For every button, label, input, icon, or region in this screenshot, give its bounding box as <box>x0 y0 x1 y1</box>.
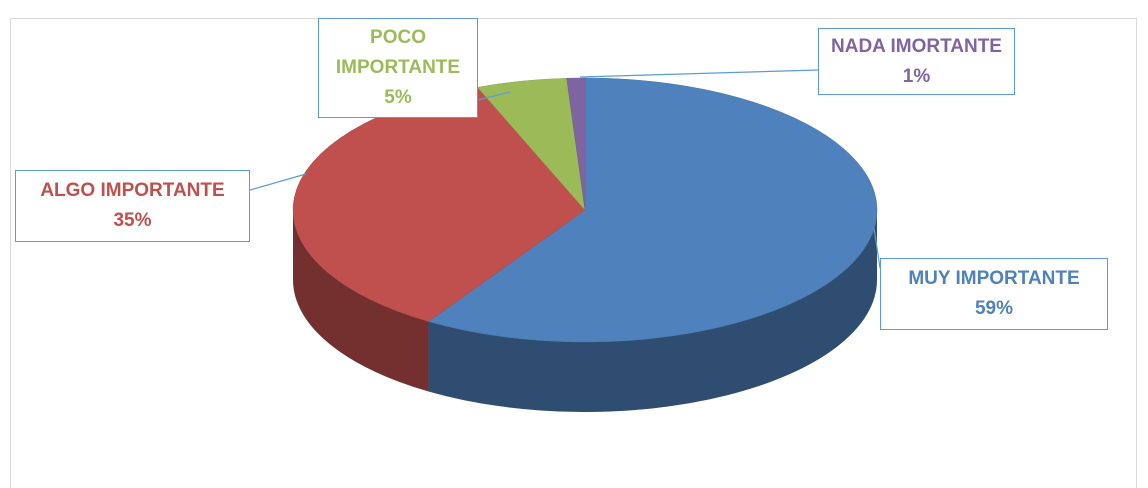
label-value: 1% <box>902 65 931 87</box>
label-category: MUY IMPORTANTE <box>908 268 1080 289</box>
leader-line <box>477 91 511 101</box>
label-value: 35% <box>113 210 152 231</box>
pie-slice <box>427 77 878 412</box>
data-label: NADA IMORTANTE 1% <box>818 28 1015 95</box>
chart-frame <box>10 18 1137 488</box>
leader-line <box>873 227 881 269</box>
slice-top <box>427 77 878 343</box>
label-value: 59% <box>974 298 1014 319</box>
slice-side <box>428 210 877 412</box>
label-category: NADA IMORTANTE <box>831 35 1002 57</box>
leader-line <box>579 69 819 78</box>
data-label: ALGO IMPORTANTE 35% <box>15 170 250 242</box>
label-category: ALGO IMPORTANTE <box>40 180 225 201</box>
slice-top <box>566 77 586 211</box>
label-value: 5% <box>384 87 412 108</box>
data-label: MUY IMPORTANTE 59% <box>880 258 1108 330</box>
pie-slice <box>566 77 586 211</box>
slice-side <box>293 210 429 392</box>
data-label: POCO IMPORTANTE 5% <box>318 18 478 118</box>
label-category: POCO IMPORTANTE <box>335 27 461 78</box>
leader-line <box>249 173 307 191</box>
